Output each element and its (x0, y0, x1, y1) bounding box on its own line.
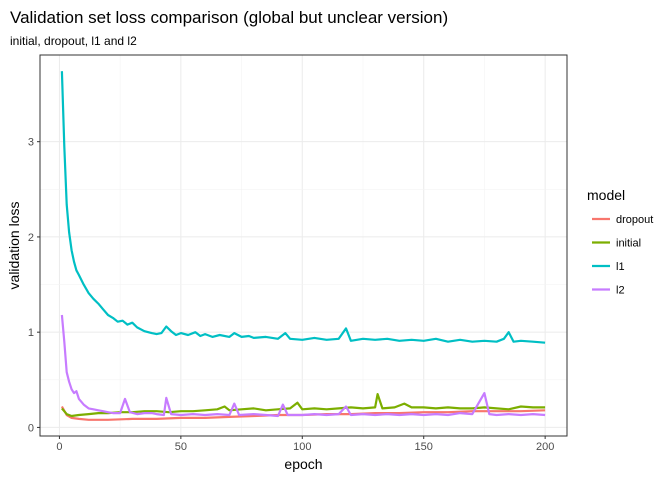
y-tick-label: 2 (28, 232, 34, 244)
x-tick-label: 0 (56, 441, 62, 453)
x-tick-label: 150 (415, 441, 433, 453)
x-tick-label: 200 (536, 441, 554, 453)
y-tick-label: 0 (28, 422, 34, 434)
legend-title: model (587, 187, 625, 203)
plot-panel (40, 55, 567, 436)
legend-label-dropout: dropout (616, 214, 653, 226)
legend-label-initial: initial (616, 238, 641, 250)
chart-title: Validation set loss comparison (global b… (10, 8, 448, 27)
plot-border (39, 54, 568, 437)
legend-label-l1: l1 (616, 261, 625, 273)
series-line-l1 (60, 71, 546, 344)
x-tick-label: 100 (293, 441, 311, 453)
series-line-l2 (60, 314, 546, 418)
x-axis-title: epoch (284, 456, 322, 472)
series-layer (60, 71, 546, 421)
grid-lines (40, 55, 567, 436)
legend-label-l2: l2 (616, 285, 625, 297)
chart-subtitle: initial, dropout, l1 and l2 (10, 34, 137, 48)
legend: dropout initial l1 l2 (592, 214, 653, 297)
series-line-initial (61, 393, 546, 418)
axis-ticks: 0 50 100 150 200 0 1 2 3 (28, 137, 554, 453)
y-axis-title: validation loss (6, 202, 22, 290)
y-tick-label: 1 (28, 327, 34, 339)
x-tick-label: 50 (175, 441, 187, 453)
y-tick-label: 3 (28, 137, 34, 149)
